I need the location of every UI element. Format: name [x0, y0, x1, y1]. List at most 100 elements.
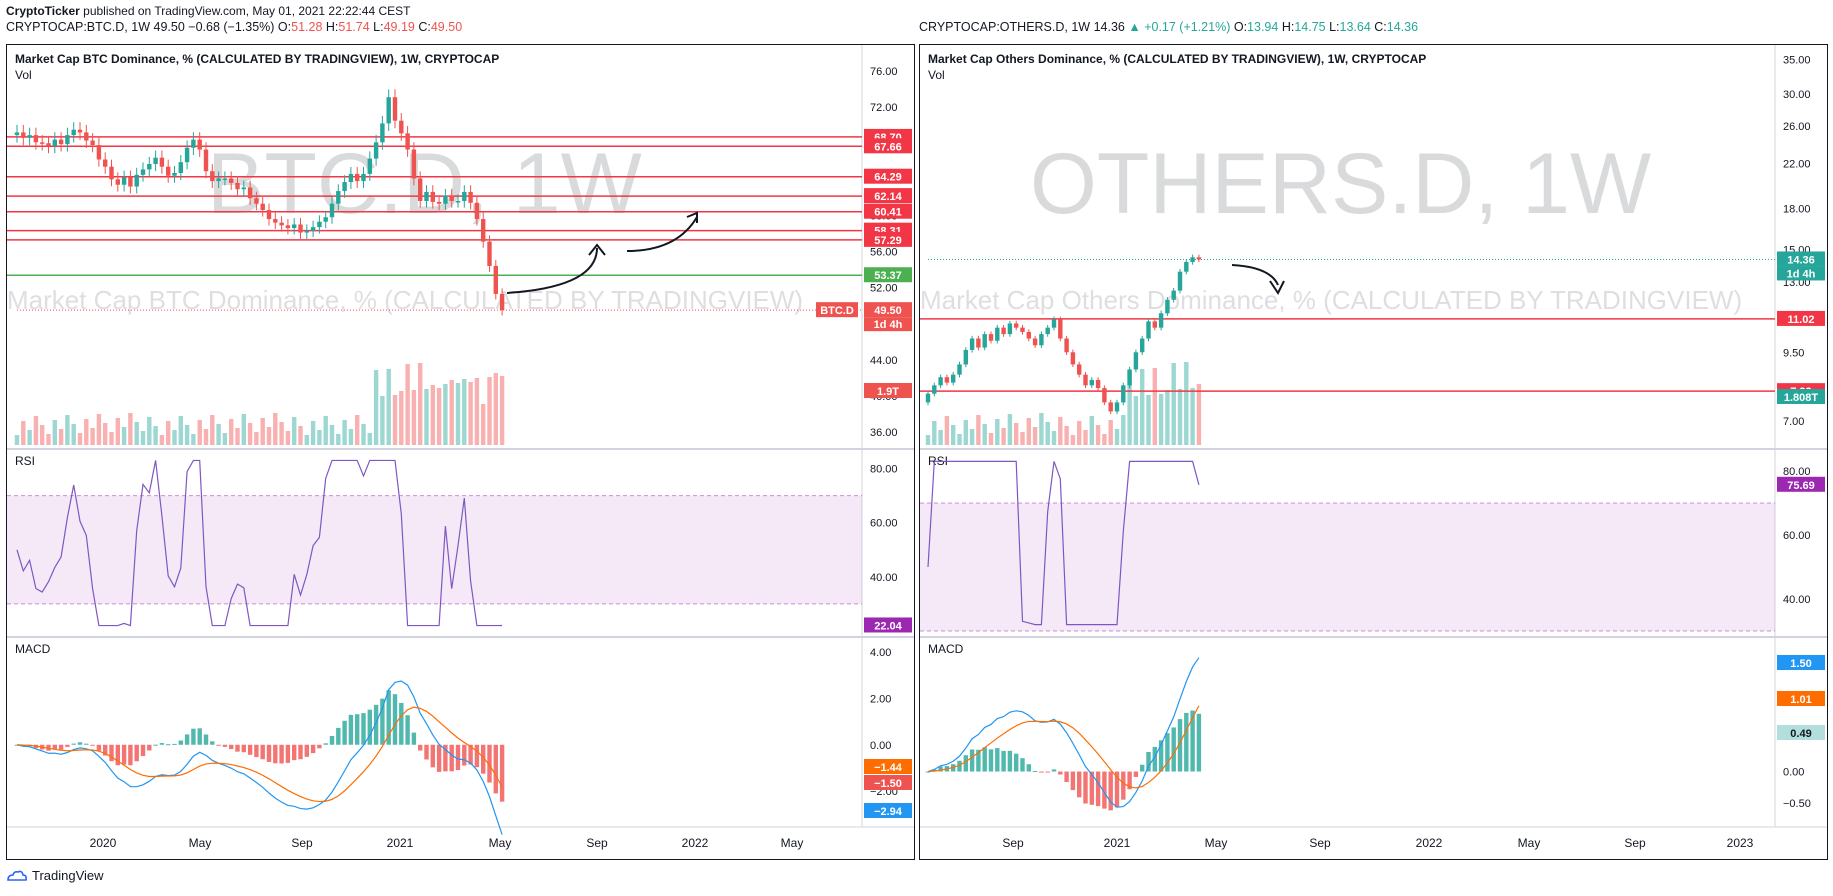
volume-bar: [1089, 416, 1095, 445]
candle-body: [493, 265, 499, 294]
level-price-tag: 11.02: [1788, 314, 1815, 326]
footer-brand: TradingView: [32, 868, 104, 883]
macd-histogram-bar: [241, 744, 247, 753]
tradingview-logo-icon: [7, 870, 27, 881]
candle-body: [96, 145, 102, 160]
macd-histogram-bar: [102, 744, 108, 756]
volume-bar: [1114, 429, 1120, 445]
macd-value-tag: 1.50: [1790, 658, 1811, 670]
candle-body: [1165, 299, 1170, 314]
level-price-tag: 60.41: [874, 207, 902, 219]
high-label: H:: [1281, 20, 1295, 34]
macd-histogram-bar: [291, 744, 297, 761]
macd-histogram-bar: [405, 715, 410, 745]
symbol[interactable]: CRYPTOCAP:BTC.D, 1W: [6, 20, 151, 34]
volume-bar: [165, 421, 171, 445]
macd-histogram-bar: [938, 766, 943, 772]
volume-bar: [487, 377, 492, 445]
candle-body: [950, 374, 956, 383]
macd-histogram-bar: [455, 744, 461, 770]
macd-histogram-bar: [285, 744, 291, 763]
last-price-tag-bg: [864, 302, 912, 318]
candle-body: [392, 97, 398, 121]
volume-bar: [336, 434, 341, 445]
high-value: 14.75: [1294, 20, 1326, 34]
tradingview-footer[interactable]: TradingView: [6, 868, 104, 883]
volume-bar: [210, 415, 215, 445]
volume-bar: [46, 434, 51, 445]
bar-countdown-tag: 1d 4h: [1787, 268, 1816, 280]
volume-value-tag: 1.9T: [877, 386, 899, 398]
volume-bar: [1026, 418, 1032, 445]
macd-histogram-bar: [216, 744, 221, 746]
candle-body: [468, 191, 473, 203]
volume-bar: [1039, 413, 1044, 445]
volume-bar: [462, 379, 467, 445]
volume-bar: [77, 433, 83, 445]
candle-body: [102, 159, 108, 167]
symbol[interactable]: CRYPTOCAP:OTHERS.D, 1W: [919, 20, 1091, 34]
volume-bar: [1045, 422, 1050, 445]
chart-title: Market Cap Others Dominance, % (CALCULAT…: [928, 52, 1426, 66]
macd-histogram-bar: [96, 744, 102, 751]
macd-histogram-bar: [147, 744, 152, 751]
rsi-line: [927, 460, 1200, 626]
candle-body: [77, 129, 83, 133]
candle-body: [298, 224, 303, 233]
bar-countdown-tag-bg: [1777, 266, 1825, 281]
macd-histogram-bar: [329, 735, 335, 745]
candle-body: [480, 219, 486, 242]
chart-panel-btc-dominance[interactable]: BTC.D, 1W Market Cap BTC Dominance, % (CA…: [6, 44, 915, 860]
volume-bar: [317, 430, 322, 445]
volume-bar: [329, 425, 335, 445]
macd-histogram-bar: [1171, 727, 1176, 772]
last-value: 49.50: [153, 20, 185, 34]
macd-histogram-bar: [165, 744, 171, 746]
volume-bar: [96, 414, 102, 445]
volume-bar: [950, 425, 956, 445]
candle-body: [1139, 338, 1145, 353]
macd-histogram-bar: [1051, 769, 1057, 772]
others-dominance-chart-svg[interactable]: OTHERS.D, 1W Market Cap Others Dominance,…: [920, 45, 1827, 859]
publisher-name[interactable]: CryptoTicker: [6, 4, 80, 18]
volume-bar: [1001, 428, 1006, 445]
candle-body: [84, 132, 89, 141]
candle-body: [121, 177, 127, 185]
rsi-tick-label: 40.00: [870, 572, 898, 584]
macd-histogram-bar: [1007, 750, 1013, 772]
volume-value-tag: 1.808T: [1784, 392, 1819, 404]
candle-body: [1051, 319, 1057, 328]
volume-bar: [995, 419, 1000, 445]
candle-body: [1127, 369, 1132, 386]
macd-histogram-bar: [58, 744, 64, 750]
drawn-arrow: [626, 211, 698, 252]
macd-histogram-bar: [197, 728, 202, 745]
volume-bar: [1121, 415, 1126, 445]
macd-histogram-bar: [373, 704, 379, 745]
macd-histogram-bar: [336, 727, 341, 745]
candle-body: [134, 174, 139, 187]
volume-bar: [241, 414, 247, 445]
volume-bar: [443, 384, 448, 445]
candle-body: [462, 191, 467, 201]
btc-dominance-chart-svg[interactable]: BTC.D, 1W Market Cap BTC Dominance, % (CA…: [7, 45, 914, 859]
candle-body: [210, 171, 215, 182]
open-label: O:: [277, 20, 292, 34]
candle-body: [115, 179, 121, 185]
chart-panel-others-dominance[interactable]: OTHERS.D, 1W Market Cap Others Dominance,…: [919, 44, 1828, 860]
time-tick-label: 2022: [1416, 836, 1443, 850]
macd-histogram-bar: [342, 720, 347, 745]
volume-bar: [392, 395, 398, 445]
macd-label: MACD: [15, 642, 51, 656]
candle-body: [273, 219, 278, 223]
volume-bar: [932, 421, 937, 445]
time-tick-label: 2020: [90, 836, 117, 850]
candle-body: [361, 173, 366, 182]
volume-bar: [499, 376, 505, 445]
macd-tick-label: −0.50: [1783, 798, 1811, 810]
macd-histogram-bar: [203, 734, 209, 745]
volume-bar: [399, 391, 404, 445]
macd-histogram-bar: [462, 744, 467, 766]
macd-histogram-bar: [65, 744, 70, 747]
price-tick-label: 35.00: [1783, 54, 1811, 66]
